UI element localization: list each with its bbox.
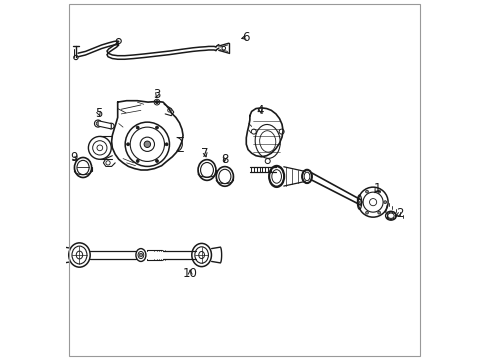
Circle shape: [136, 159, 139, 162]
Circle shape: [144, 141, 150, 148]
Circle shape: [383, 201, 386, 203]
Polygon shape: [98, 121, 111, 129]
Text: 10: 10: [183, 267, 197, 280]
Text: 3: 3: [153, 89, 161, 102]
Circle shape: [365, 211, 367, 214]
Text: 4: 4: [256, 104, 264, 117]
Circle shape: [155, 101, 158, 104]
Text: 7: 7: [201, 147, 208, 160]
Circle shape: [365, 190, 367, 193]
Text: 8: 8: [221, 153, 228, 166]
Text: 2: 2: [395, 207, 403, 220]
Text: 5: 5: [95, 107, 102, 120]
Text: 1: 1: [373, 182, 380, 195]
Circle shape: [155, 159, 158, 162]
Text: 6: 6: [242, 31, 249, 44]
Circle shape: [139, 253, 142, 257]
Circle shape: [377, 211, 380, 214]
Circle shape: [136, 126, 139, 129]
Circle shape: [377, 190, 380, 193]
Circle shape: [359, 201, 362, 203]
Circle shape: [165, 143, 168, 146]
Text: 9: 9: [70, 151, 77, 165]
Circle shape: [126, 143, 129, 146]
Circle shape: [155, 126, 158, 129]
